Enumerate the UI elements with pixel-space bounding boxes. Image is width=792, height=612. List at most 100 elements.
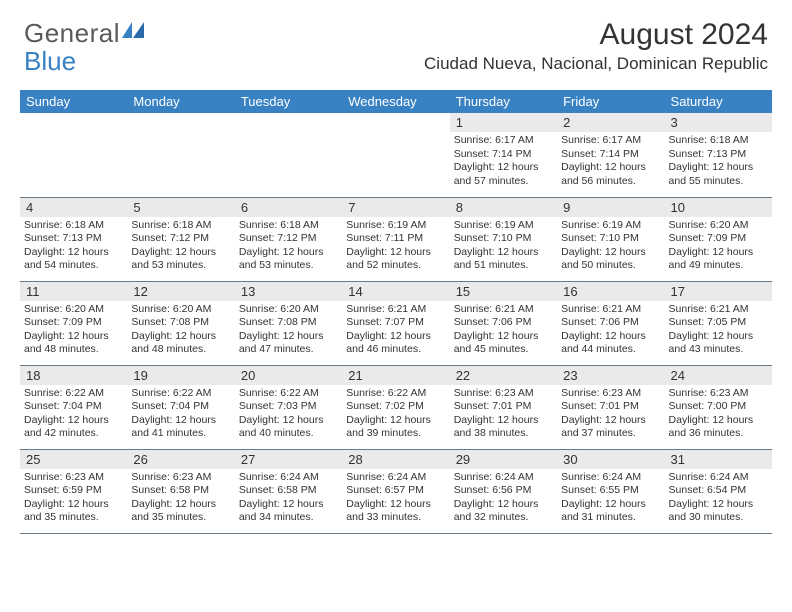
sunset-text: Sunset: 7:13 PM (669, 148, 768, 162)
date-number: 17 (665, 282, 772, 301)
date-number: 14 (342, 282, 449, 301)
sunset-text: Sunset: 6:55 PM (561, 484, 660, 498)
sunrise-text: Sunrise: 6:20 AM (669, 219, 768, 233)
sunset-text: Sunset: 7:09 PM (24, 316, 123, 330)
sunrise-text: Sunrise: 6:23 AM (669, 387, 768, 401)
daylight-text: Daylight: 12 hours and 33 minutes. (346, 498, 445, 525)
daylight-text: Daylight: 12 hours and 52 minutes. (346, 246, 445, 273)
logo-text-1: General (24, 18, 120, 49)
sunrise-text: Sunrise: 6:23 AM (454, 387, 553, 401)
daylight-text: Daylight: 12 hours and 51 minutes. (454, 246, 553, 273)
day-cell: 18Sunrise: 6:22 AMSunset: 7:04 PMDayligh… (20, 365, 127, 449)
week-row: 18Sunrise: 6:22 AMSunset: 7:04 PMDayligh… (20, 365, 772, 449)
date-number: 13 (235, 282, 342, 301)
date-number: 20 (235, 366, 342, 385)
day-info: Sunrise: 6:18 AMSunset: 7:12 PMDaylight:… (127, 217, 234, 278)
sunset-text: Sunset: 7:08 PM (131, 316, 230, 330)
day-cell: 5Sunrise: 6:18 AMSunset: 7:12 PMDaylight… (127, 197, 234, 281)
day-cell: 29Sunrise: 6:24 AMSunset: 6:56 PMDayligh… (450, 449, 557, 533)
sunrise-text: Sunrise: 6:23 AM (24, 471, 123, 485)
sunrise-text: Sunrise: 6:19 AM (346, 219, 445, 233)
daylight-text: Daylight: 12 hours and 48 minutes. (24, 330, 123, 357)
date-number: 31 (665, 450, 772, 469)
date-number: 12 (127, 282, 234, 301)
week-row: 4Sunrise: 6:18 AMSunset: 7:13 PMDaylight… (20, 197, 772, 281)
date-number: 26 (127, 450, 234, 469)
sunrise-text: Sunrise: 6:21 AM (454, 303, 553, 317)
calendar-table: SundayMondayTuesdayWednesdayThursdayFrid… (20, 90, 772, 534)
daylight-text: Daylight: 12 hours and 30 minutes. (669, 498, 768, 525)
day-header: Saturday (665, 90, 772, 113)
date-number: 27 (235, 450, 342, 469)
day-header: Wednesday (342, 90, 449, 113)
date-number: 8 (450, 198, 557, 217)
day-info: Sunrise: 6:17 AMSunset: 7:14 PMDaylight:… (557, 132, 664, 193)
date-number: 21 (342, 366, 449, 385)
sunrise-text: Sunrise: 6:20 AM (24, 303, 123, 317)
day-cell (20, 113, 127, 197)
day-cell: 15Sunrise: 6:21 AMSunset: 7:06 PMDayligh… (450, 281, 557, 365)
day-cell: 19Sunrise: 6:22 AMSunset: 7:04 PMDayligh… (127, 365, 234, 449)
sunrise-text: Sunrise: 6:24 AM (346, 471, 445, 485)
daylight-text: Daylight: 12 hours and 48 minutes. (131, 330, 230, 357)
day-info: Sunrise: 6:22 AMSunset: 7:04 PMDaylight:… (127, 385, 234, 446)
sunrise-text: Sunrise: 6:18 AM (239, 219, 338, 233)
day-info: Sunrise: 6:22 AMSunset: 7:04 PMDaylight:… (20, 385, 127, 446)
day-info: Sunrise: 6:23 AMSunset: 7:01 PMDaylight:… (450, 385, 557, 446)
day-cell: 3Sunrise: 6:18 AMSunset: 7:13 PMDaylight… (665, 113, 772, 197)
sunrise-text: Sunrise: 6:23 AM (131, 471, 230, 485)
week-row: 1Sunrise: 6:17 AMSunset: 7:14 PMDaylight… (20, 113, 772, 197)
day-header: Monday (127, 90, 234, 113)
page-header: General August 2024 Ciudad Nueva, Nacion… (0, 0, 792, 82)
day-cell (235, 113, 342, 197)
daylight-text: Daylight: 12 hours and 50 minutes. (561, 246, 660, 273)
sunset-text: Sunset: 7:00 PM (669, 400, 768, 414)
sunset-text: Sunset: 6:56 PM (454, 484, 553, 498)
day-info: Sunrise: 6:20 AMSunset: 7:08 PMDaylight:… (235, 301, 342, 362)
day-cell: 11Sunrise: 6:20 AMSunset: 7:09 PMDayligh… (20, 281, 127, 365)
week-row: 11Sunrise: 6:20 AMSunset: 7:09 PMDayligh… (20, 281, 772, 365)
daylight-text: Daylight: 12 hours and 56 minutes. (561, 161, 660, 188)
date-number: 1 (450, 113, 557, 132)
date-number: 29 (450, 450, 557, 469)
daylight-text: Daylight: 12 hours and 40 minutes. (239, 414, 338, 441)
day-info: Sunrise: 6:24 AMSunset: 6:54 PMDaylight:… (665, 469, 772, 530)
sunset-text: Sunset: 7:01 PM (454, 400, 553, 414)
date-number: 28 (342, 450, 449, 469)
sunset-text: Sunset: 6:58 PM (131, 484, 230, 498)
date-number: 10 (665, 198, 772, 217)
day-info: Sunrise: 6:19 AMSunset: 7:11 PMDaylight:… (342, 217, 449, 278)
sunset-text: Sunset: 6:57 PM (346, 484, 445, 498)
day-info: Sunrise: 6:23 AMSunset: 7:00 PMDaylight:… (665, 385, 772, 446)
sunset-text: Sunset: 7:14 PM (454, 148, 553, 162)
sunset-text: Sunset: 7:03 PM (239, 400, 338, 414)
daylight-text: Daylight: 12 hours and 49 minutes. (669, 246, 768, 273)
day-cell: 23Sunrise: 6:23 AMSunset: 7:01 PMDayligh… (557, 365, 664, 449)
daylight-text: Daylight: 12 hours and 41 minutes. (131, 414, 230, 441)
day-info: Sunrise: 6:17 AMSunset: 7:14 PMDaylight:… (450, 132, 557, 193)
day-info: Sunrise: 6:18 AMSunset: 7:13 PMDaylight:… (665, 132, 772, 193)
sunrise-text: Sunrise: 6:24 AM (669, 471, 768, 485)
day-header: Thursday (450, 90, 557, 113)
daylight-text: Daylight: 12 hours and 42 minutes. (24, 414, 123, 441)
day-info: Sunrise: 6:22 AMSunset: 7:03 PMDaylight:… (235, 385, 342, 446)
daylight-text: Daylight: 12 hours and 47 minutes. (239, 330, 338, 357)
date-number: 4 (20, 198, 127, 217)
sunrise-text: Sunrise: 6:20 AM (239, 303, 338, 317)
day-cell: 22Sunrise: 6:23 AMSunset: 7:01 PMDayligh… (450, 365, 557, 449)
sunrise-text: Sunrise: 6:17 AM (454, 134, 553, 148)
day-cell: 26Sunrise: 6:23 AMSunset: 6:58 PMDayligh… (127, 449, 234, 533)
date-number: 7 (342, 198, 449, 217)
day-info: Sunrise: 6:20 AMSunset: 7:09 PMDaylight:… (665, 217, 772, 278)
daylight-text: Daylight: 12 hours and 37 minutes. (561, 414, 660, 441)
month-title: August 2024 (424, 18, 768, 52)
sunrise-text: Sunrise: 6:20 AM (131, 303, 230, 317)
date-number: 22 (450, 366, 557, 385)
week-row: 25Sunrise: 6:23 AMSunset: 6:59 PMDayligh… (20, 449, 772, 533)
day-info: Sunrise: 6:21 AMSunset: 7:05 PMDaylight:… (665, 301, 772, 362)
day-info: Sunrise: 6:23 AMSunset: 6:59 PMDaylight:… (20, 469, 127, 530)
daylight-text: Daylight: 12 hours and 46 minutes. (346, 330, 445, 357)
date-number: 15 (450, 282, 557, 301)
daylight-text: Daylight: 12 hours and 34 minutes. (239, 498, 338, 525)
day-info: Sunrise: 6:20 AMSunset: 7:09 PMDaylight:… (20, 301, 127, 362)
